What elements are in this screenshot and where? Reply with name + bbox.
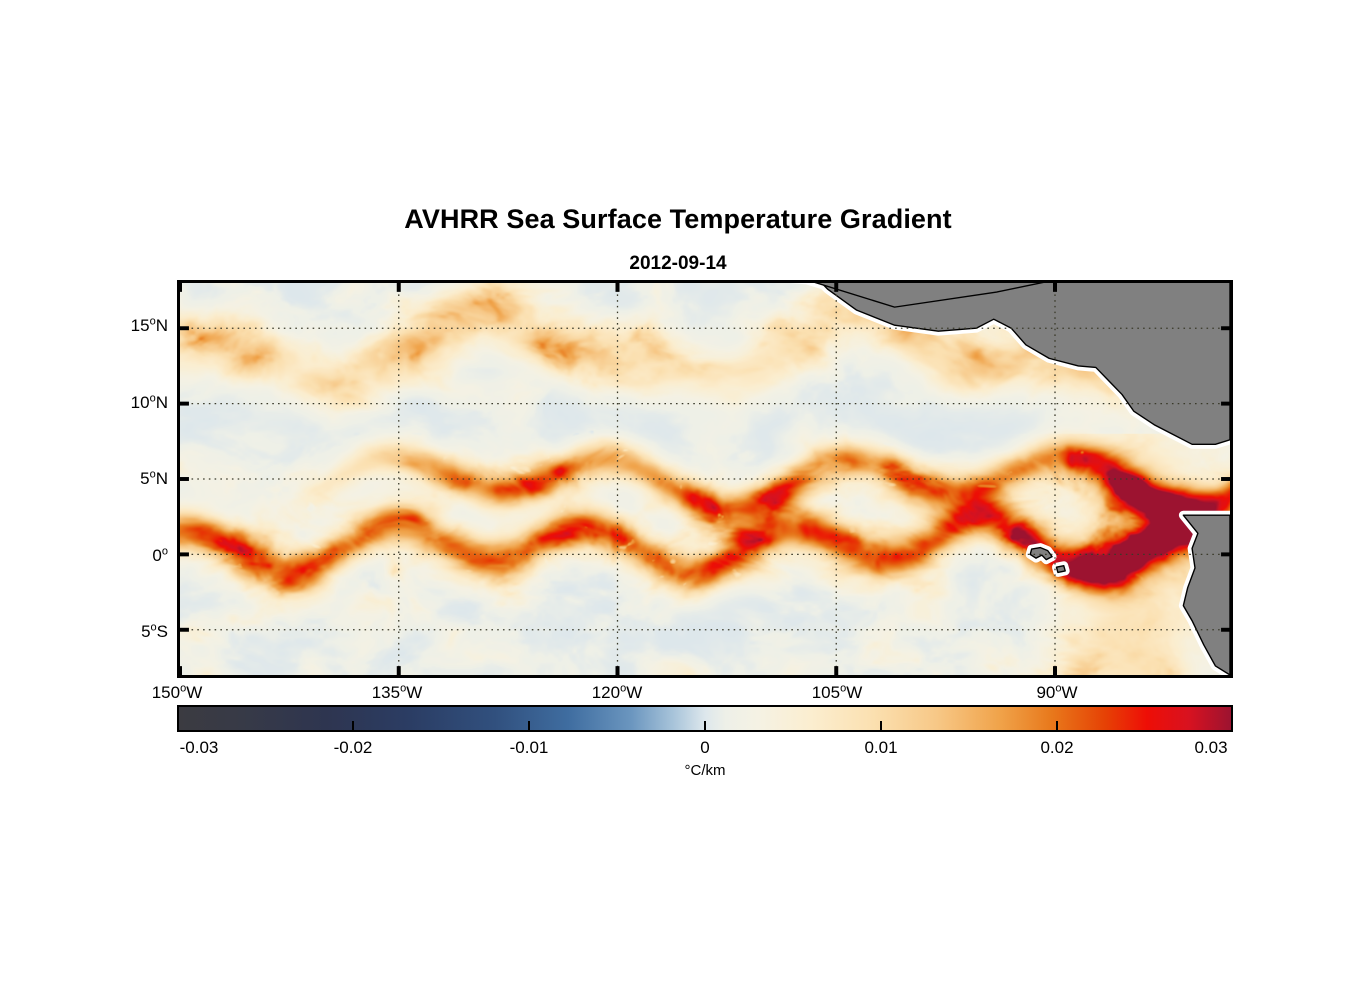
x-axis-label-150W: 150oW [151, 682, 203, 702]
colorbar-gradient [177, 705, 1233, 732]
y-axis-label-10N: 10oN [130, 391, 168, 412]
y-axis-label-15N: 15oN [130, 315, 168, 335]
x-axis-label-135W: 135oW [371, 682, 423, 702]
page-subtitle: 2012-09-14 [629, 253, 727, 274]
colorbar-label--0.03: -0.03 [179, 738, 219, 757]
x-axis-label-105W: 105oW [811, 682, 863, 702]
sst-gradient-heatmap [180, 283, 1230, 675]
y-axis-label-5S: 5oS [141, 621, 168, 642]
colorbar-label-0: 0 [700, 738, 710, 757]
colorbar[interactable] [177, 705, 1233, 732]
colorbar-label--0.01: -0.01 [509, 738, 549, 757]
map-axes[interactable] [177, 280, 1233, 678]
colorbar-label-0.03: 0.03 [1194, 738, 1228, 757]
colorbar-label--0.02: -0.02 [333, 738, 373, 757]
x-axis-label-90W: 90oW [1036, 682, 1078, 702]
x-axis-label-120W: 120oW [591, 682, 643, 702]
y-axis-label-5N: 5oN [140, 468, 168, 488]
colorbar-label-0.01: 0.01 [864, 738, 898, 757]
y-axis-tick-labels: 15oN 10oN 5oN 0o 5oS [110, 280, 168, 678]
colorbar-unit-label: °C/km [684, 762, 726, 779]
y-axis-label-0: 0o [152, 544, 168, 565]
colorbar-label-0.02: 0.02 [1040, 738, 1074, 757]
colorbar-tick-labels: -0.03 -0.02 -0.01 0 0.01 0.02 0.03 [177, 738, 1233, 760]
page-title: AVHRR Sea Surface Temperature Gradient [404, 204, 952, 234]
x-axis-tick-labels: 150oW 135oW 120oW 105oW 90oW [152, 682, 1233, 706]
